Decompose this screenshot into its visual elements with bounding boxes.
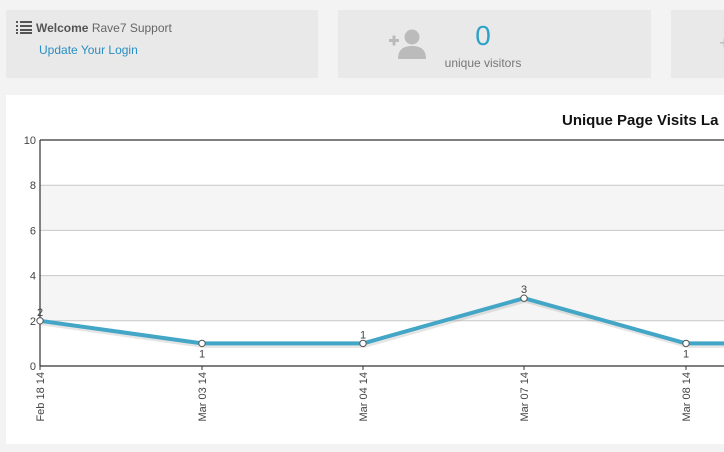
series-line	[39, 296, 724, 346]
welcome-card: Welcome Rave7 Support Update Your Login	[6, 10, 318, 78]
chart-axes: 0 2 4 6 8 10 Feb 18 14 Mar 03 14 Mar 04 14 Mar 07…	[24, 135, 693, 422]
y-tick-label: 10	[24, 135, 36, 147]
unique-visitors-card: 0 unique visitors	[338, 10, 651, 78]
grid-band	[40, 185, 724, 231]
plus-icon: +	[719, 33, 724, 54]
chart-grid	[40, 139, 724, 367]
chart-series	[36, 294, 724, 348]
unique-page-visits-chart-panel: 0 2 4 6 8 10 Feb 18 14 Mar 03 14 Mar 04 14 Mar 07…	[6, 95, 724, 444]
x-tick-label: Mar 03 14	[197, 372, 209, 422]
x-tick-label: Mar 07 14	[519, 372, 531, 422]
welcome-greeting: Welcome	[36, 21, 89, 35]
data-label: 3	[521, 284, 527, 296]
y-tick-label: 2	[30, 316, 36, 328]
data-point	[520, 294, 528, 302]
welcome-user-name: Rave7 Support	[91, 21, 172, 35]
y-tick-label: 0	[30, 361, 36, 373]
data-point	[198, 339, 206, 348]
unique-page-visits-chart: 0 2 4 6 8 10 Feb 18 14 Mar 03 14 Mar 04 14 Mar 07…	[24, 112, 724, 422]
data-label: 1	[683, 348, 689, 360]
welcome-line: Welcome Rave7 Support	[16, 20, 172, 37]
stats-card-partial: +	[671, 10, 724, 78]
add-user-icon	[389, 28, 427, 65]
x-tick-label: Mar 08 14	[681, 372, 693, 422]
update-login-link[interactable]: Update Your Login	[39, 43, 138, 57]
data-point	[36, 317, 44, 325]
data-label: 2	[37, 307, 43, 319]
y-tick-label: 8	[30, 180, 36, 192]
data-label: 1	[360, 329, 366, 341]
y-tick-label: 4	[30, 271, 36, 283]
y-tick-label: 6	[30, 225, 36, 237]
chart-title: Unique Page Visits La	[562, 112, 719, 129]
data-point	[359, 339, 367, 348]
x-tick-label: Mar 04 14	[358, 372, 370, 422]
unique-visitors-count: 0	[475, 20, 491, 51]
data-label: 1	[199, 348, 205, 360]
data-point	[682, 339, 690, 348]
grid-band	[40, 275, 724, 321]
x-tick-label: Feb 18 14	[35, 372, 47, 422]
unique-visitors-label: unique visitors	[444, 56, 522, 70]
list-icon	[16, 20, 32, 37]
chart-labels: 2 1 1 3 1	[37, 284, 689, 360]
